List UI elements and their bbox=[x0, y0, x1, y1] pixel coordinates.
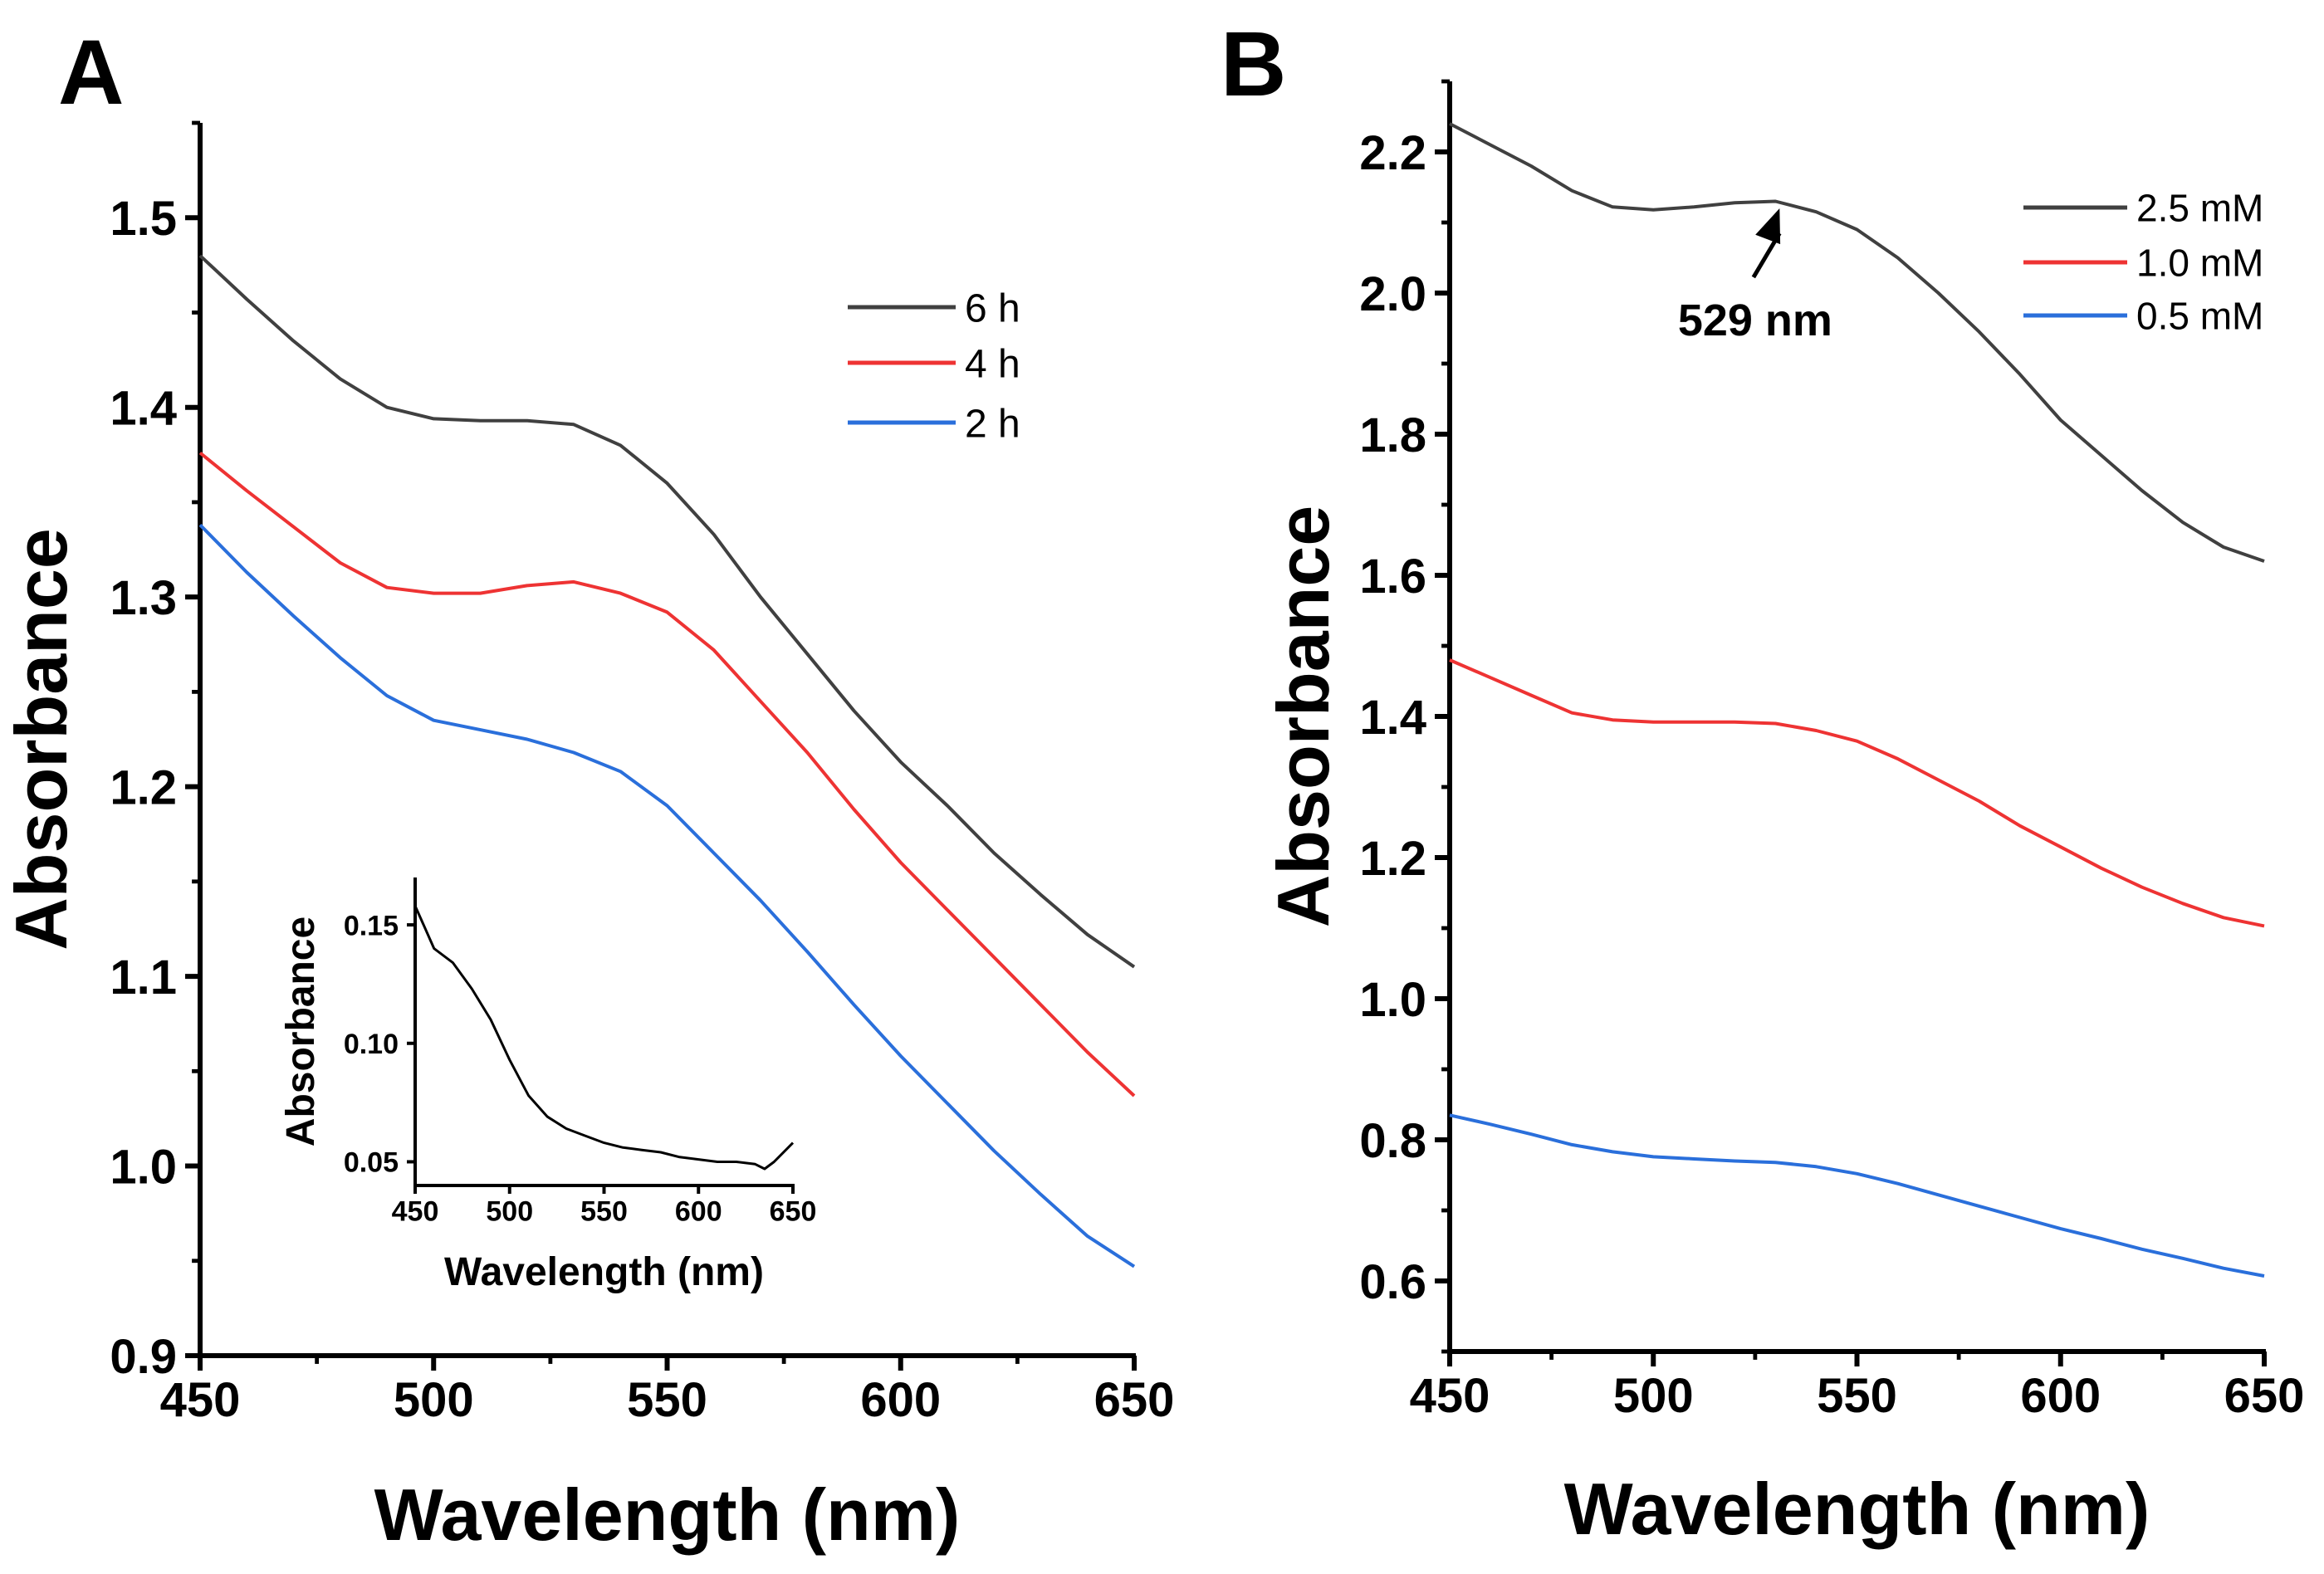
y-tick-label: 1.8 bbox=[1359, 408, 1426, 462]
y-tick-label: 0.8 bbox=[1359, 1114, 1426, 1168]
x-tick-label: 650 bbox=[770, 1195, 817, 1227]
series-line-6-h bbox=[198, 254, 1136, 969]
y-tick-label: 2.2 bbox=[1359, 126, 1426, 180]
annotation-arrow-head bbox=[1755, 208, 1781, 245]
y-tick-label: 1.4 bbox=[110, 382, 177, 436]
x-tick-label: 600 bbox=[2020, 1369, 2101, 1423]
y-tick-label: 1.2 bbox=[110, 760, 177, 814]
x-axis-title: Wavelength (nm) bbox=[444, 1250, 764, 1294]
y-tick-label: 0.10 bbox=[344, 1029, 399, 1060]
x-axis-title: Wavelength (nm) bbox=[374, 1474, 961, 1556]
y-tick-label: 1.5 bbox=[110, 192, 177, 246]
y-tick-label: 0.6 bbox=[1359, 1255, 1426, 1309]
series-line-2-5-mm bbox=[1449, 122, 2265, 563]
y-tick-label: 0.05 bbox=[344, 1147, 399, 1179]
y-tick-label: 1.2 bbox=[1359, 832, 1426, 886]
y-tick-label: 0.9 bbox=[110, 1330, 177, 1384]
x-tick-label: 600 bbox=[675, 1195, 722, 1227]
legend-label: 6 h bbox=[965, 286, 1020, 330]
y-tick-label: 1.6 bbox=[1359, 550, 1426, 604]
x-tick-label: 450 bbox=[160, 1373, 241, 1427]
annotation-label: 529 nm bbox=[1678, 296, 1832, 345]
legend-label: 0.5 mM bbox=[2136, 295, 2263, 338]
panel-a-inset-chart: 450 500 550 600 650 0.05 0.10 0.15 Wavelength (n… bbox=[279, 877, 816, 1294]
x-tick-label: 500 bbox=[1613, 1369, 1694, 1423]
y-tick-label: 1.1 bbox=[110, 951, 177, 1005]
x-axis-title: Wavelength (nm) bbox=[1564, 1468, 2150, 1550]
x-tick-label: 600 bbox=[860, 1373, 941, 1427]
series-line-2-h bbox=[198, 523, 1136, 1268]
series-line-4-h bbox=[198, 451, 1136, 1097]
series-line-1-0-mm bbox=[1449, 658, 2265, 928]
x-tick-label: 450 bbox=[392, 1195, 439, 1227]
y-axis-title: Absorbance bbox=[1262, 506, 1344, 928]
legend-label: 1.0 mM bbox=[2136, 242, 2263, 285]
legend-label: 2 h bbox=[965, 402, 1020, 446]
y-tick-label: 0.15 bbox=[344, 910, 399, 941]
x-tick-label: 450 bbox=[1410, 1369, 1490, 1423]
y-tick-label: 1.3 bbox=[110, 571, 177, 625]
legend-label: 2.5 mM bbox=[2136, 187, 2263, 230]
x-tick-label: 650 bbox=[1094, 1373, 1175, 1427]
panel-b-chart: 450 500 550 600 650 0.6 0.8 1.0 1.2 1.4 1.6 1.8 2.0 2… bbox=[1221, 13, 2304, 1550]
legend-label: 4 h bbox=[965, 342, 1020, 386]
x-tick-label: 550 bbox=[1817, 1369, 1897, 1423]
x-tick-label: 500 bbox=[394, 1373, 474, 1427]
series-line-data bbox=[413, 905, 795, 1171]
y-tick-label: 1.4 bbox=[1359, 691, 1426, 745]
series-line-0-5-mm bbox=[1449, 1113, 2265, 1278]
y-tick-label: 2.0 bbox=[1359, 267, 1426, 321]
panel-label: B bbox=[1221, 13, 1286, 115]
y-axis-title: Absorbance bbox=[0, 528, 82, 951]
panel-a-chart: 450 500 550 600 650 0.9 1.0 1.1 1.2 1.3 1.4 1.5 Wave… bbox=[0, 22, 1174, 1556]
x-tick-label: 500 bbox=[486, 1195, 533, 1227]
y-tick-label: 1.0 bbox=[110, 1140, 177, 1194]
y-tick-label: 1.0 bbox=[1359, 973, 1426, 1027]
y-axis-title: Absorbance bbox=[279, 917, 323, 1146]
x-tick-label: 550 bbox=[627, 1373, 707, 1427]
x-tick-label: 650 bbox=[2224, 1369, 2305, 1423]
x-tick-label: 550 bbox=[580, 1195, 628, 1227]
panel-label: A bbox=[58, 22, 124, 124]
